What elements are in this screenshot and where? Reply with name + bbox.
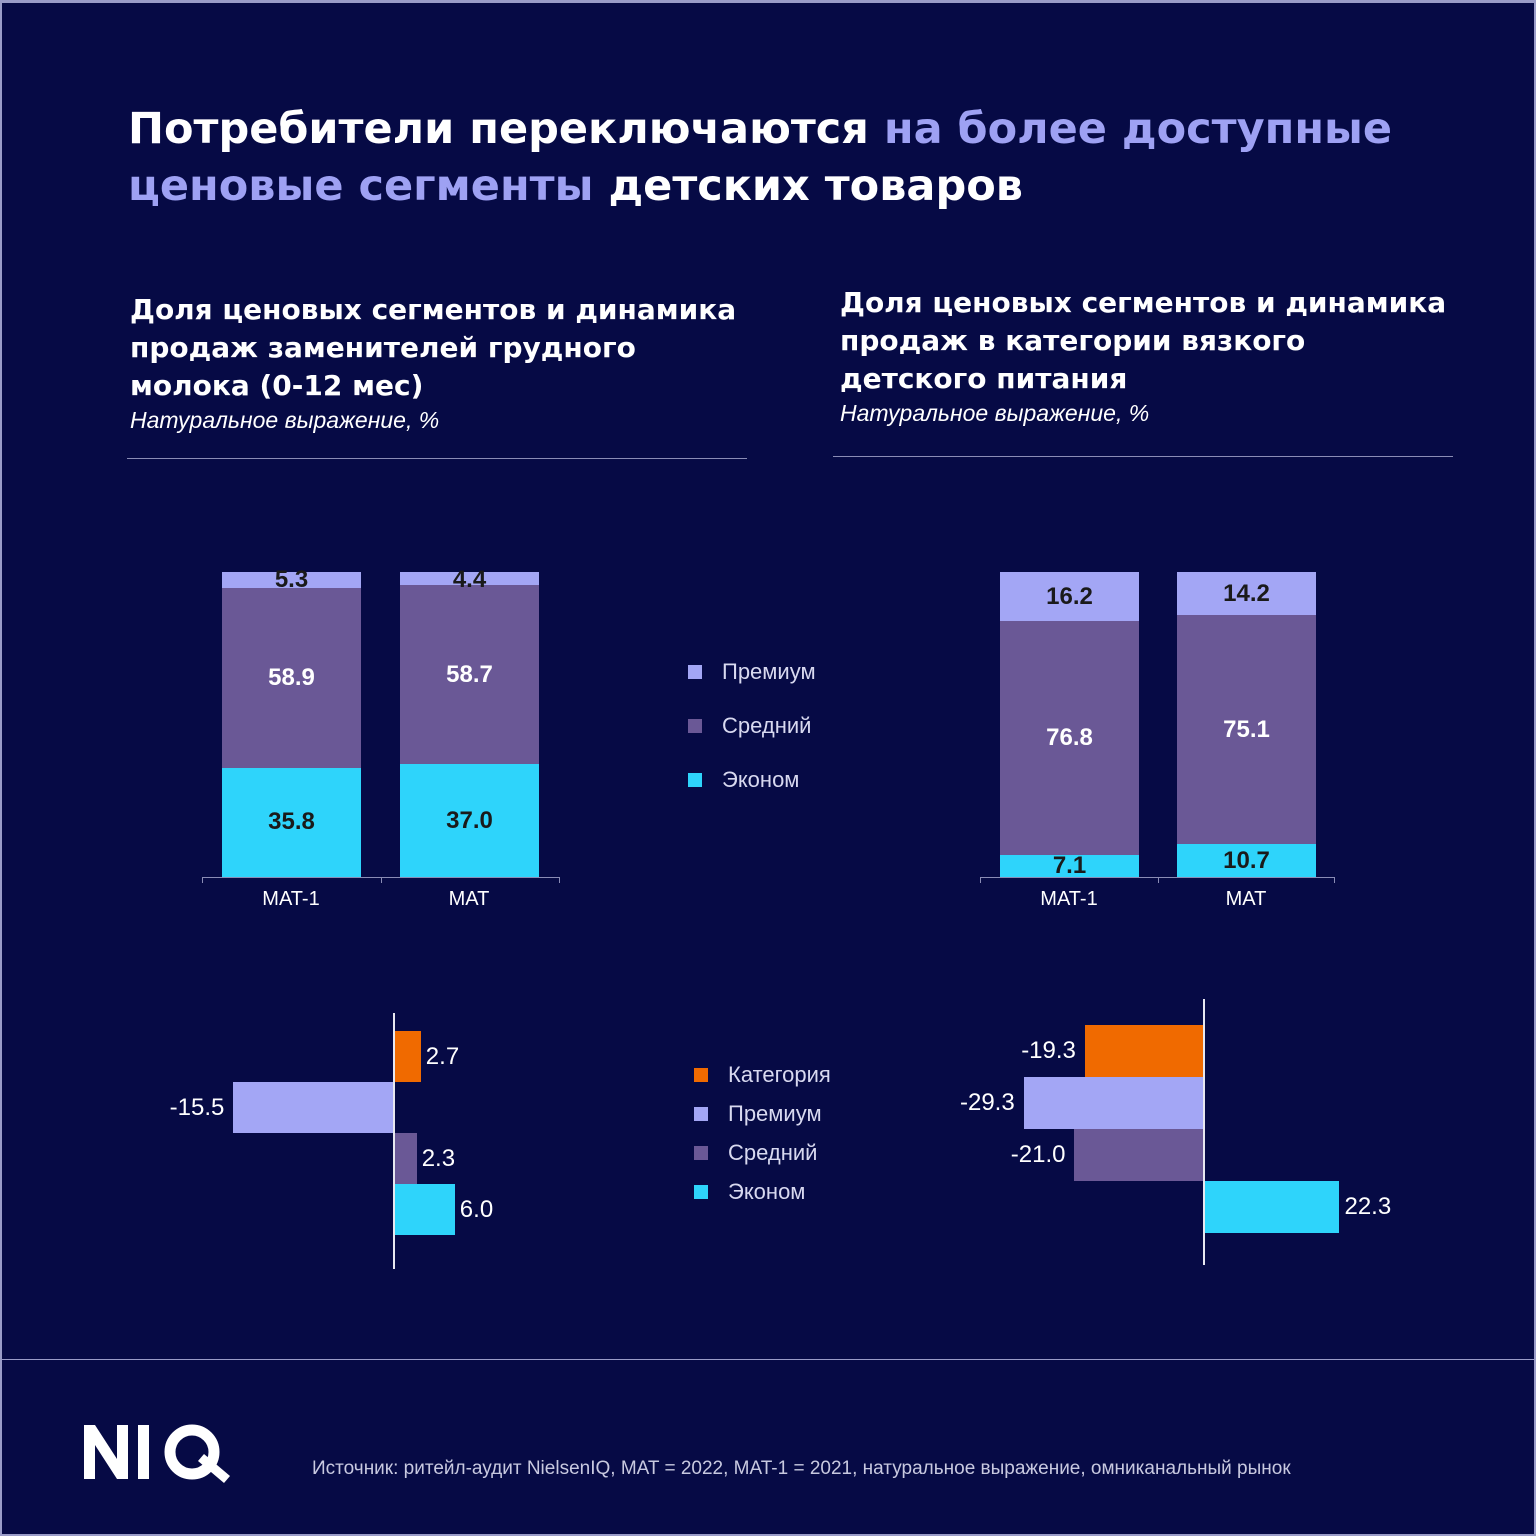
- left-bar-Категория: [393, 1031, 421, 1082]
- data-label: 35.8: [268, 808, 315, 836]
- legend-swatch: [688, 719, 702, 733]
- right-bar-Категория: [1084, 1025, 1203, 1077]
- data-label: 58.7: [446, 660, 493, 688]
- right-segment-Средний: 76.8: [1000, 621, 1139, 856]
- niq-logo: [84, 1424, 230, 1483]
- right-segment-Эконом: 10.7: [1177, 844, 1316, 877]
- right-stacked-axis: [980, 877, 1334, 878]
- left-segment-Средний: 58.7: [400, 585, 539, 765]
- legend-item-Средний: Средний: [694, 1140, 817, 1166]
- data-label: -19.3: [1021, 1037, 1076, 1064]
- page-title: Потребители переключаются на более досту…: [128, 101, 1428, 215]
- left-panel-header: Доля ценовых сегментов и динамика продаж…: [130, 291, 750, 435]
- right-segment-Премиум: 16.2: [1000, 572, 1139, 622]
- title-highlight: на более доступные ценовые сегменты: [128, 104, 1393, 211]
- legend-swatch: [694, 1185, 708, 1199]
- left-panel-title: Доля ценовых сегментов и динамика продаж…: [130, 293, 737, 402]
- legend-swatch: [688, 773, 702, 787]
- axis-tick: [380, 877, 382, 883]
- footer-divider: [2, 1359, 1536, 1360]
- data-label: 5.3: [274, 566, 309, 594]
- left-zero-axis: [393, 1013, 395, 1269]
- right-segment-Средний: 75.1: [1177, 615, 1316, 845]
- right-bar-Премиум: [1023, 1077, 1203, 1129]
- legend-item-Премиум: Премиум: [688, 659, 816, 685]
- data-label: 7.1: [1052, 852, 1087, 880]
- legend-label: Эконом: [722, 767, 800, 792]
- left-divider: [127, 458, 747, 459]
- right-panel-title: Доля ценовых сегментов и динамика продаж…: [840, 286, 1447, 395]
- right-bar-Средний: [1074, 1129, 1203, 1181]
- data-label: -21.0: [1010, 1141, 1066, 1168]
- data-label: 37.0: [446, 806, 493, 834]
- legend-item-Эконом: Эконом: [694, 1179, 805, 1205]
- data-label: 6.0: [459, 1196, 494, 1223]
- x-tick-label: MAT-1: [1040, 888, 1098, 910]
- data-label: 4.4: [452, 566, 487, 593]
- x-tick-label: MAT: [448, 888, 490, 910]
- legend-swatch: [694, 1068, 708, 1082]
- x-tick-label: MAT: [1225, 888, 1267, 910]
- data-label: -29.3: [959, 1089, 1015, 1116]
- legend-label: Эконом: [728, 1179, 806, 1204]
- left-segment-Средний: 58.9: [222, 588, 361, 768]
- legend-item-Категория: Категория: [694, 1062, 831, 1088]
- right-divider: [833, 456, 1453, 457]
- left-bar-Средний: [393, 1133, 417, 1184]
- legend-label: Категория: [728, 1062, 831, 1087]
- data-label: 2.7: [425, 1043, 460, 1070]
- left-bar-Премиум: [233, 1082, 393, 1133]
- right-stacked-bar: 10.7 75.1 14.2: [1177, 572, 1316, 877]
- data-label: 14.2: [1223, 579, 1270, 607]
- right-stacked-bar: 7.1 76.8 16.2: [1000, 572, 1139, 880]
- axis-tick: [1334, 877, 1335, 883]
- data-label: -15.5: [169, 1094, 225, 1121]
- data-label: 22.3: [1344, 1193, 1392, 1220]
- right-segment-Эконом: 7.1: [1000, 852, 1139, 880]
- legend-label: Премиум: [722, 659, 816, 684]
- data-label: 58.9: [268, 663, 315, 691]
- x-tick-label: MAT-1: [262, 888, 320, 910]
- legend-swatch: [694, 1107, 708, 1121]
- left-bar-Эконом: [393, 1184, 455, 1235]
- legend-item-Средний: Средний: [688, 713, 811, 739]
- source-note: Источник: ритейл-аудит NielsenIQ, MAT = …: [312, 1458, 1291, 1479]
- axis-tick: [980, 877, 981, 883]
- data-label: 16.2: [1046, 582, 1093, 610]
- right-panel-header: Доля ценовых сегментов и динамика продаж…: [840, 284, 1460, 428]
- data-label: 2.3: [421, 1145, 456, 1172]
- axis-tick: [1158, 877, 1159, 883]
- legend-label: Средний: [722, 713, 812, 738]
- title-part-3: детских товаров: [593, 161, 1023, 211]
- right-zero-axis: [1203, 999, 1205, 1265]
- legend-item-Премиум: Премиум: [694, 1101, 822, 1127]
- right-segment-Премиум: 14.2: [1177, 572, 1316, 616]
- legend-swatch: [688, 665, 702, 679]
- left-stacked-bar: 37.0 58.7 4.4: [400, 566, 539, 877]
- legend-label: Средний: [728, 1140, 818, 1165]
- left-segment-Премиум: 5.3: [222, 566, 361, 593]
- data-label: 76.8: [1046, 724, 1093, 752]
- left-segment-Премиум: 4.4: [400, 566, 539, 593]
- data-label: 10.7: [1223, 846, 1270, 874]
- legend-swatch: [694, 1146, 708, 1160]
- axis-tick: [202, 877, 203, 883]
- right-bar-Эконом: [1203, 1181, 1340, 1233]
- axis-tick: [559, 877, 560, 883]
- legend-label: Премиум: [728, 1101, 822, 1126]
- title-part-1: Потребители переключаются: [128, 104, 884, 154]
- legend-item-Эконом: Эконом: [688, 767, 799, 793]
- left-stacked-bar: 35.8 58.9 5.3: [222, 566, 361, 877]
- left-panel-unit: Натуральное выражение, %: [130, 407, 440, 433]
- left-segment-Эконом: 37.0: [400, 764, 539, 877]
- right-panel-unit: Натуральное выражение, %: [840, 400, 1150, 426]
- data-label: 75.1: [1223, 715, 1270, 743]
- left-segment-Эконом: 35.8: [222, 767, 361, 877]
